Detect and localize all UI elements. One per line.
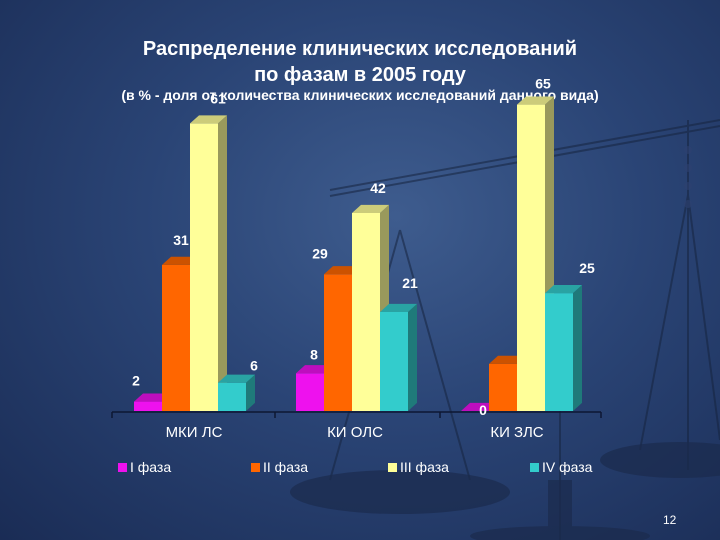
bar-top (218, 374, 255, 383)
bar (380, 312, 408, 411)
data-label: 8 (310, 346, 318, 362)
bar-top (461, 402, 498, 411)
bar-top (489, 355, 526, 364)
chart-title-line-1: Распределение клинических исследований (142, 38, 578, 60)
bar-top (545, 285, 582, 294)
data-label: 42 (370, 180, 386, 196)
bar (324, 274, 352, 411)
bar-top (296, 365, 333, 374)
bar (296, 373, 324, 411)
bar-top (380, 303, 417, 312)
legend-item: II фаза (251, 459, 308, 475)
bar-top (324, 266, 361, 275)
legend-item: III фаза (388, 459, 449, 475)
chart-subtitle: (в % - доля от количества клинических ис… (121, 87, 599, 103)
data-label: 25 (579, 260, 595, 276)
data-label: 31 (173, 232, 189, 248)
legend-item: IV фаза (530, 459, 592, 475)
data-label: 29 (312, 245, 328, 261)
bar (352, 213, 380, 411)
bar-top (134, 393, 171, 402)
x-tick-label: МКИ ЛС (166, 424, 223, 441)
data-label: 65 (535, 76, 551, 92)
data-label: 61 (210, 90, 226, 106)
x-tick-label: КИ ЗЛС (490, 424, 543, 441)
bar (162, 264, 190, 411)
bar-side (218, 115, 227, 411)
legend-swatch (251, 462, 260, 472)
legend-label: II фаза (263, 459, 309, 475)
bar-side (246, 374, 255, 411)
data-label: 21 (402, 275, 418, 291)
bar (134, 401, 162, 411)
bar (218, 382, 246, 411)
bar (545, 293, 573, 411)
legend-swatch (388, 462, 397, 472)
bar-top (190, 115, 227, 124)
legend-item: I фаза (118, 459, 171, 475)
chart-title-line-2: по фазам в 2005 году (254, 64, 466, 86)
x-tick-label: КИ ОЛС (327, 424, 383, 441)
bar-top (162, 256, 199, 265)
data-label: 2 (132, 373, 140, 389)
data-label: 6 (250, 358, 258, 374)
bar (517, 104, 545, 412)
legend-label: I фаза (130, 459, 172, 475)
chart-legend: I фаза II фаза III фаза IV фаза (0, 459, 720, 479)
bar (489, 363, 517, 411)
legend-swatch (118, 462, 127, 472)
legend-label: III фаза (400, 459, 449, 475)
bar-top (352, 204, 389, 213)
legend-swatch (530, 462, 539, 472)
bar-side (408, 303, 417, 411)
bar-side (573, 285, 582, 411)
page-number: 12 (663, 513, 677, 527)
bar (190, 123, 218, 411)
legend-label: IV фаза (542, 459, 593, 475)
data-label: 0 (479, 402, 487, 418)
bar-top (517, 96, 554, 105)
